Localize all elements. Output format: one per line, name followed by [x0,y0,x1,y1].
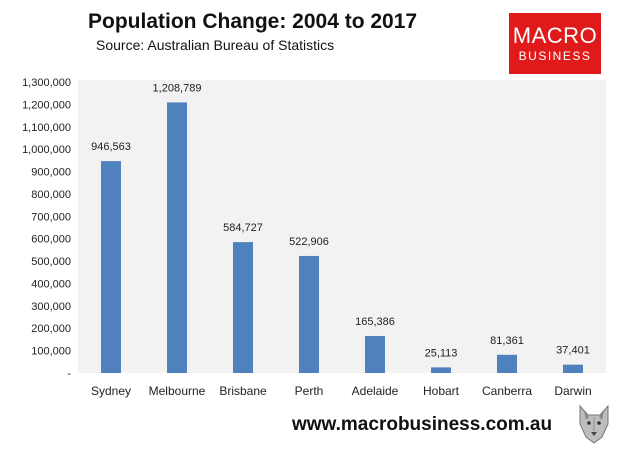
y-tick-label: 200,000 [31,323,71,335]
x-tick-label: Darwin [554,384,591,398]
macrobusiness-logo: MACRO BUSINESS [509,13,601,74]
x-tick-label: Brisbane [219,384,267,398]
y-tick-label: 1,000,000 [22,144,71,156]
y-tick-label: 100,000 [31,346,71,358]
y-tick-label: 900,000 [31,167,71,179]
bar-perth [299,255,319,373]
data-label: 1,208,789 [153,82,202,94]
y-tick-label: 600,000 [31,234,71,246]
logo-line-2: BUSINESS [518,48,592,63]
data-label: 25,113 [425,347,458,359]
data-label: 584,727 [223,222,263,234]
y-tick-label: 500,000 [31,256,71,268]
y-tick-label: - [67,368,71,380]
x-tick-label: Sydney [91,384,131,398]
bar-hobart [431,367,451,373]
data-labels: 946,563 1,208,789 584,727 522,906 165,386 25,… [91,82,590,359]
bar-canberra [497,354,517,373]
x-tick-label: Adelaide [352,384,399,398]
bar-darwin [563,364,583,373]
y-tick-label: 1,300,000 [22,77,71,89]
bars [101,102,583,373]
data-label: 522,906 [289,236,329,248]
data-label: 37,401 [556,345,590,357]
bar-melbourne [167,102,187,373]
x-tick-label: Melbourne [149,384,206,398]
y-tick-label: 800,000 [31,189,71,201]
chart-subtitle: Source: Australian Bureau of Statistics [96,37,335,53]
chart-title: Population Change: 2004 to 2017 [88,10,418,33]
x-tick-label: Canberra [482,384,532,398]
plot-area [78,80,606,373]
y-tick-label: 300,000 [31,301,71,313]
y-tick-label: 1,100,000 [22,122,71,134]
y-axis: - 100,000 200,000 300,000 400,000 500,000 600,… [22,77,71,380]
data-label: 165,386 [355,316,395,328]
data-label: 81,361 [490,335,524,347]
x-axis: Sydney Melbourne Brisbane Perth Adelaide Hoba… [91,384,592,398]
y-tick-label: 700,000 [31,211,71,223]
wolf-head-icon [579,404,609,444]
x-tick-label: Perth [295,384,324,398]
y-tick-label: 400,000 [31,278,71,290]
website-url: www.macrobusiness.com.au [292,414,553,435]
logo-line-1: MACRO [512,22,598,48]
y-tick-label: 1,200,000 [22,99,71,111]
bar-adelaide [365,335,385,373]
bar-sydney [101,161,121,373]
data-label: 946,563 [91,141,131,153]
bar-brisbane [233,242,253,373]
x-tick-label: Hobart [423,384,460,398]
